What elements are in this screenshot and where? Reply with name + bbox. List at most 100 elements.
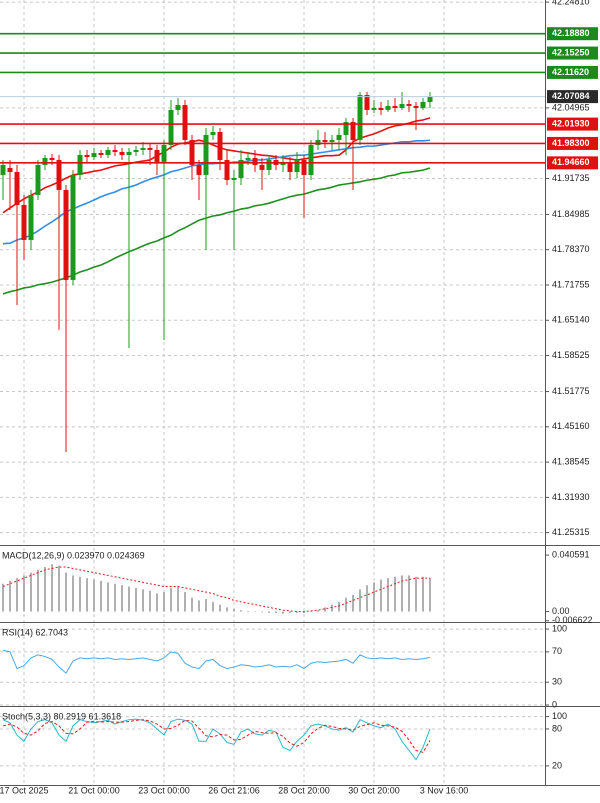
level-label-box — [547, 156, 598, 170]
candle-body — [378, 107, 384, 110]
y-tick-label: 41.45160 — [552, 421, 590, 431]
series-line — [2, 649, 431, 674]
histogram-bar — [23, 575, 25, 612]
candle-body — [406, 103, 412, 106]
candle-body — [343, 121, 349, 135]
histogram-bar — [184, 592, 186, 612]
level-label-box — [547, 136, 598, 150]
candle-body — [420, 101, 426, 108]
candle-body — [294, 159, 300, 172]
histogram-bar — [37, 569, 39, 612]
candle-body — [217, 131, 223, 160]
candle-body — [210, 131, 216, 135]
histogram-bar — [79, 576, 81, 612]
last-price-label: 42.07084 — [552, 91, 590, 101]
candle-body — [63, 189, 69, 280]
candle-body — [252, 157, 258, 165]
candle-body — [133, 149, 139, 152]
y-tick-label: 100 — [552, 623, 567, 633]
y-tick-label: 0.00 — [552, 606, 570, 616]
candle-body — [77, 154, 83, 175]
level-label: 42.15250 — [552, 47, 590, 57]
y-tick-label: 41.84985 — [552, 209, 590, 219]
candle-body — [196, 164, 202, 175]
level-label: 42.01930 — [552, 118, 590, 128]
candle-body — [245, 157, 251, 160]
candle-body — [154, 149, 160, 162]
histogram-bar — [212, 601, 214, 612]
y-tick-label: 41.78370 — [552, 244, 590, 254]
candle-body — [119, 151, 125, 155]
histogram-bar — [373, 582, 375, 612]
histogram-bar — [275, 611, 277, 613]
histogram-bar — [268, 611, 270, 613]
y-tick-label: 70 — [552, 646, 562, 656]
histogram-bar — [58, 565, 60, 612]
x-tick-label: 17 Oct 2025 — [0, 785, 49, 795]
candle-body — [112, 149, 118, 152]
y-tick-label: 0.040591 — [552, 549, 590, 559]
histogram-bar — [415, 576, 417, 612]
candle-body — [56, 159, 62, 190]
histogram-bar — [51, 564, 53, 612]
candle-body — [399, 103, 405, 108]
histogram-bar — [177, 586, 179, 612]
y-tick-label: 41.38545 — [552, 456, 590, 466]
candle-body — [413, 105, 419, 108]
histogram-bar — [163, 592, 165, 612]
candle-body — [35, 164, 41, 195]
histogram-bar — [149, 590, 151, 612]
candle-body — [0, 164, 6, 175]
y-tick-label: 41.31930 — [552, 492, 590, 502]
histogram-bar — [72, 575, 74, 612]
candle-body — [105, 149, 111, 155]
candle-body — [371, 107, 377, 110]
histogram-bar — [9, 580, 11, 612]
histogram-bar — [114, 583, 116, 612]
histogram-bar — [394, 576, 396, 612]
histogram-bar — [170, 587, 172, 612]
histogram-bar — [107, 582, 109, 612]
histogram-bar — [261, 611, 263, 613]
x-tick-label: 23 Oct 00:00 — [138, 785, 190, 795]
candle-body — [91, 152, 97, 157]
histogram-bar — [380, 579, 382, 612]
histogram-bar — [422, 576, 424, 612]
candle-body — [357, 94, 363, 140]
indicator-title: MACD(12,26,9) 0.023970 0.024369 — [2, 550, 145, 560]
level-label: 41.98300 — [552, 138, 590, 148]
series-line — [2, 719, 431, 753]
x-tick-label: 26 Oct 21:06 — [208, 785, 260, 795]
histogram-bar — [324, 607, 326, 612]
histogram-bar — [352, 594, 354, 612]
level-label: 41.94660 — [552, 157, 590, 167]
candle-body — [259, 164, 265, 170]
histogram-bar — [387, 578, 389, 612]
indicator-title: Stoch(5,3,3) 80.2919 61.3618 — [2, 711, 121, 721]
y-tick-label: 41.71755 — [552, 279, 590, 289]
candle-body — [189, 139, 195, 165]
y-tick-label: 80 — [552, 723, 562, 733]
histogram-bar — [247, 610, 249, 612]
x-tick-label: 30 Oct 20:00 — [348, 785, 400, 795]
level-label: 42.11620 — [552, 67, 589, 77]
candle-body — [182, 105, 188, 140]
candle-body — [224, 159, 230, 180]
candle-body — [315, 139, 321, 145]
candle-body — [427, 96, 433, 102]
histogram-bar — [100, 580, 102, 612]
histogram-bar — [345, 597, 347, 612]
histogram-bar — [121, 585, 123, 612]
y-tick-label: 41.65140 — [552, 315, 590, 325]
candle-body — [385, 105, 391, 110]
histogram-bar — [240, 610, 242, 612]
y-tick-label: 0 — [552, 699, 557, 709]
histogram-bar — [233, 608, 235, 612]
candle-body — [175, 105, 181, 110]
candle-body — [70, 174, 76, 280]
level-label-box — [547, 27, 598, 41]
histogram-bar — [16, 578, 18, 612]
histogram-bar — [86, 578, 88, 612]
